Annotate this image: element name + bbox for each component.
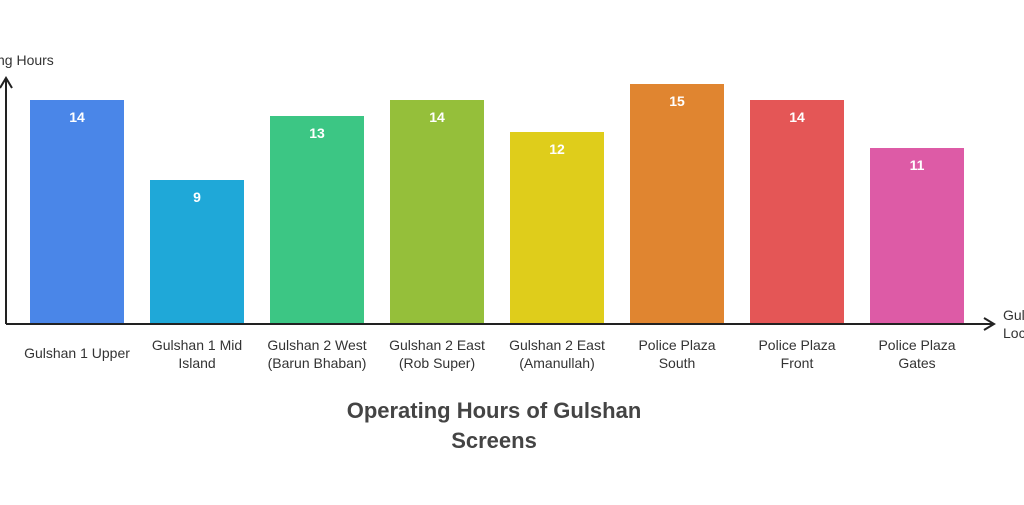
category-label-4-line-2: (Rob Super)	[399, 355, 475, 371]
bar-value-label-7: 14	[789, 109, 805, 125]
category-label-7-line-2: Front	[781, 355, 814, 371]
bar-5	[510, 132, 604, 324]
chart-title-line-1: Operating Hours of Gulshan	[347, 398, 642, 423]
axes-group	[0, 76, 996, 331]
bar-value-label-1: 14	[69, 109, 85, 125]
bar-2	[150, 180, 244, 324]
category-label-3-line-2: (Barun Bhaban)	[268, 355, 367, 371]
x-axis-label-line-1: Gul	[1003, 307, 1024, 323]
chart-title-line-2: Screens	[451, 428, 537, 453]
category-label-3-line-1: Gulshan 2 West	[267, 337, 366, 353]
bar-value-label-3: 13	[309, 125, 325, 141]
bar-value-label-2: 9	[193, 189, 201, 205]
category-label-8-line-1: Police Plaza	[878, 337, 955, 353]
category-label-6-line-2: South	[659, 355, 696, 371]
category-label-2-line-2: Island	[178, 355, 215, 371]
x-axis-arrow-icon	[983, 317, 996, 331]
bar-7	[750, 100, 844, 324]
bar-8	[870, 148, 964, 324]
category-label-7-line-1: Police Plaza	[758, 337, 835, 353]
bar-4	[390, 100, 484, 324]
bar-value-label-6: 15	[669, 93, 685, 109]
bar-value-label-5: 12	[549, 141, 565, 157]
category-label-1-line-1: Gulshan 1 Upper	[24, 345, 130, 361]
category-label-5-line-1: Gulshan 2 East	[509, 337, 605, 353]
category-label-6-line-1: Police Plaza	[638, 337, 715, 353]
category-labels-group: Gulshan 1 Upper Gulshan 1 Mid Island Gulsha…	[24, 337, 956, 371]
category-label-4-line-1: Gulshan 2 East	[389, 337, 485, 353]
bar-3	[270, 116, 364, 324]
category-label-8-line-2: Gates	[898, 355, 935, 371]
bar-6	[630, 84, 724, 324]
y-axis-arrow-icon	[0, 76, 13, 89]
category-label-5-line-2: (Amanullah)	[519, 355, 594, 371]
bar-1	[30, 100, 124, 324]
bars-group: 14 9 13 14 12 15 14 11	[30, 84, 964, 324]
bar-value-label-4: 14	[429, 109, 445, 125]
bar-value-label-8: 11	[910, 157, 925, 173]
x-axis-label-line-2: Loc	[1003, 325, 1024, 341]
y-axis-label: ng Hours	[0, 52, 54, 68]
category-label-2-line-1: Gulshan 1 Mid	[152, 337, 242, 353]
